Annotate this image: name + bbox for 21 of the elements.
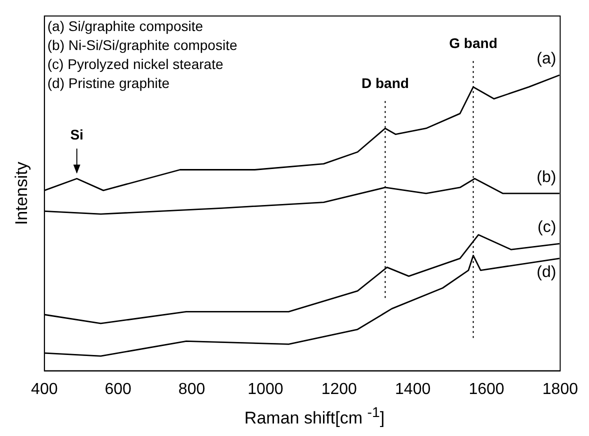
text: (b) Ni-Si/Si/graphite composite [47, 36, 238, 53]
series-label: (d) [536, 264, 556, 281]
annotation: (d) Pristine graphite [47, 74, 170, 91]
annotation: Si [70, 126, 84, 142]
x-axis-title: Raman shift[cm $^{-1}$] [243, 404, 386, 430]
x-tick-label: 800 [178, 380, 206, 398]
y-axis-title: Intensity [12, 161, 31, 226]
series-label: (a) [536, 50, 556, 68]
x-tick-label: 1000 [248, 380, 284, 398]
ref-line-label: D band [361, 74, 409, 91]
x-tick-label: 1400 [395, 380, 431, 398]
x-tick-label: 1800 [542, 380, 578, 398]
text: (a) Si/graphite composite [47, 18, 204, 34]
ref-line-label: G band [449, 34, 498, 51]
x-tick-label: 1600 [468, 380, 504, 398]
text: (c) Pyrolyzed nickel stearate [47, 56, 224, 72]
series-label: (b) [536, 168, 556, 186]
x-tick-label: 600 [104, 380, 132, 398]
x-tick-label: 400 [31, 380, 58, 398]
x-tick-label: 1200 [321, 380, 358, 398]
series-label: (c) [538, 219, 556, 236]
